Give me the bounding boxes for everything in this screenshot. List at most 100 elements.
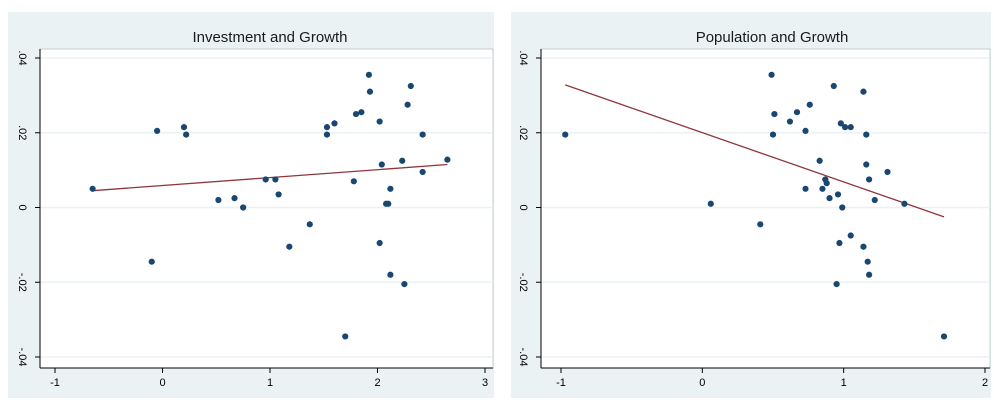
chart-population-growth: Population and Growth -.04 -.02 0 .02 .04 -1…: [497, 0, 994, 400]
data-point: [350, 178, 357, 185]
data-point: [444, 156, 451, 163]
data-point: [399, 157, 406, 164]
x-axis: -1 0 1 2: [541, 367, 990, 389]
data-point: [323, 124, 331, 131]
points-group: [89, 71, 451, 340]
data-point: [215, 196, 222, 204]
data-point: [323, 131, 331, 138]
data-point: [272, 176, 279, 183]
x-tick-label: 2: [374, 377, 380, 389]
x-tick-label: 1: [267, 377, 273, 389]
data-point: [387, 271, 394, 278]
y-tick-label: -.04: [517, 348, 529, 367]
data-point: [366, 88, 374, 95]
data-point: [286, 243, 293, 250]
data-point: [837, 120, 844, 127]
data-point: [836, 239, 843, 247]
data-point: [847, 232, 854, 239]
data-point: [830, 82, 837, 90]
x-tick-label: -1: [50, 377, 60, 389]
chart-title-band: [513, 26, 991, 48]
chart-title: Population and Growth: [696, 29, 849, 46]
data-point: [823, 180, 830, 187]
data-point: [871, 196, 878, 204]
grid: [541, 57, 990, 358]
data-point: [866, 176, 873, 183]
data-point: [148, 258, 155, 265]
x-tick-label: 0: [159, 377, 165, 389]
data-point: [401, 281, 408, 288]
x-tick-label: -1: [556, 377, 566, 389]
data-point: [306, 221, 313, 228]
data-point: [240, 204, 247, 211]
y-axis: -.04 -.02 0 .02 .04: [16, 49, 41, 368]
x-tick-label: 2: [982, 377, 988, 389]
y-tick-label: .04: [517, 50, 529, 65]
data-point: [352, 110, 360, 118]
data-point: [385, 200, 392, 207]
data-point: [419, 131, 426, 138]
data-point: [863, 161, 870, 168]
data-point: [342, 333, 349, 340]
data-point: [183, 131, 190, 138]
data-point: [834, 191, 842, 198]
y-tick-label: .02: [16, 125, 28, 140]
y-tick-label: 0: [16, 204, 28, 210]
data-point: [387, 185, 394, 192]
data-point: [407, 82, 414, 90]
data-point: [562, 131, 569, 138]
fit-line: [92, 163, 448, 192]
data-point: [863, 131, 870, 138]
data-point: [275, 191, 282, 198]
data-point: [901, 200, 908, 207]
data-point: [816, 157, 823, 164]
x-tick-label: 0: [699, 377, 705, 389]
plot-area: [39, 48, 494, 369]
y-tick-label: .04: [16, 50, 28, 65]
data-point: [154, 127, 161, 134]
data-point: [771, 110, 778, 118]
data-point: [841, 124, 849, 131]
x-axis: -1 0 1 2 3: [40, 367, 493, 389]
data-point: [262, 176, 269, 183]
fit-line-group: [92, 163, 448, 192]
data-point: [768, 71, 775, 78]
x-tick-label: 1: [841, 377, 847, 389]
data-point: [819, 185, 826, 192]
fit-line: [565, 84, 945, 218]
y-tick-label: .02: [517, 125, 529, 140]
data-point: [378, 161, 385, 168]
x-tick-label: 3: [482, 377, 488, 389]
data-point: [847, 124, 854, 131]
data-point: [769, 131, 777, 138]
data-point: [89, 185, 96, 192]
y-tick-label: -.02: [517, 273, 529, 292]
data-point: [376, 118, 383, 125]
y-axis: -.04 -.02 0 .02 .04: [517, 49, 542, 368]
data-point: [833, 281, 840, 288]
points-group: [562, 71, 948, 340]
data-point: [231, 195, 238, 202]
data-point: [757, 221, 764, 228]
data-point: [793, 109, 801, 116]
data-point: [866, 271, 873, 278]
data-point: [331, 120, 338, 127]
data-point: [860, 243, 867, 250]
data-point: [860, 88, 867, 95]
data-point: [940, 333, 948, 340]
data-point: [180, 124, 188, 131]
chart-title-band: [10, 26, 494, 48]
data-point: [864, 258, 871, 265]
y-tick-label: 0: [517, 204, 529, 210]
fit-line-group: [565, 84, 945, 218]
y-tick-label: -.04: [16, 348, 28, 367]
plot-area: [540, 48, 991, 369]
data-point: [826, 195, 833, 202]
data-point: [884, 168, 891, 176]
data-point: [707, 200, 714, 207]
grid: [40, 57, 493, 358]
data-point: [786, 118, 794, 125]
data-point: [419, 168, 426, 176]
data-point: [365, 71, 372, 78]
